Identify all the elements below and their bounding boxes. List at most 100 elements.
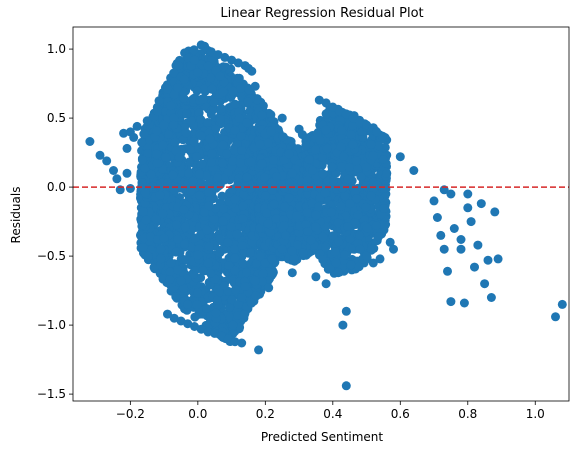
scatter-point <box>173 265 183 275</box>
dense-point <box>168 170 178 180</box>
dense-point <box>239 310 249 320</box>
dense-point <box>180 222 190 232</box>
dense-point <box>306 235 316 245</box>
dense-point <box>351 156 361 166</box>
dense-point <box>258 269 268 279</box>
dense-point <box>279 155 289 165</box>
dense-point <box>336 142 346 152</box>
dense-point <box>279 221 289 231</box>
dense-point <box>222 149 232 159</box>
dense-point <box>294 201 304 211</box>
dense-point <box>266 126 276 136</box>
y-tick-label: −0.5 <box>37 249 66 263</box>
dense-point <box>348 140 358 150</box>
dense-point <box>236 83 245 93</box>
dense-point <box>361 162 371 172</box>
dense-point <box>181 128 191 138</box>
x-tick-label: 0.2 <box>256 407 275 421</box>
dense-point <box>280 202 290 212</box>
dense-point <box>355 230 365 240</box>
dense-point <box>140 163 150 173</box>
dense-point <box>246 248 255 258</box>
dense-point <box>242 118 252 128</box>
dense-point <box>366 140 376 149</box>
x-tick-label: 1.0 <box>526 407 545 421</box>
scatter-point <box>311 272 321 282</box>
dense-point <box>196 115 206 125</box>
dense-point <box>202 225 212 235</box>
dense-point <box>343 222 353 231</box>
dense-point <box>143 251 153 261</box>
scatter-point <box>395 152 405 162</box>
dense-point <box>345 199 355 209</box>
dense-point <box>154 96 164 106</box>
scatter-point <box>129 132 139 142</box>
dense-point <box>178 135 188 145</box>
dense-point <box>206 73 216 83</box>
dense-point <box>334 237 344 247</box>
scatter-point <box>348 113 358 123</box>
dense-point <box>203 61 213 71</box>
dense-point <box>217 191 227 201</box>
scatter-point <box>409 166 419 175</box>
dense-point <box>346 130 356 139</box>
dense-point <box>252 95 262 105</box>
scatter-point <box>446 189 456 199</box>
dense-point <box>371 221 381 230</box>
y-tick-label: −1.0 <box>37 318 66 332</box>
dense-point <box>198 94 208 104</box>
scatter-point <box>260 258 270 268</box>
dense-point <box>141 215 151 225</box>
dense-point <box>226 222 236 232</box>
dense-point <box>260 191 270 201</box>
scatter-point <box>449 224 459 233</box>
scatter-point <box>250 81 260 91</box>
dense-point <box>137 137 147 147</box>
dense-point <box>186 116 196 125</box>
dense-point <box>356 172 366 182</box>
dense-point <box>225 302 234 312</box>
dense-point <box>311 222 321 232</box>
dense-point <box>224 261 234 270</box>
scatter-point <box>169 90 179 100</box>
dense-point <box>289 253 299 263</box>
scatter-point <box>341 306 351 316</box>
dense-point <box>179 205 189 214</box>
scatter-point <box>486 293 496 302</box>
scatter-point <box>190 55 199 65</box>
dense-point <box>182 109 191 119</box>
dense-point <box>230 194 240 204</box>
dense-point <box>169 120 178 130</box>
scatter-point <box>446 297 456 307</box>
scatter-points <box>85 40 567 391</box>
dense-point <box>189 137 199 147</box>
scatter-point <box>119 128 129 138</box>
scatter-point <box>233 299 243 309</box>
dense-point <box>173 234 183 244</box>
scatter-point <box>166 101 176 111</box>
dense-point <box>362 223 372 233</box>
scatter-point <box>193 68 203 77</box>
scatter-point <box>297 130 307 140</box>
dense-point <box>197 159 207 169</box>
dense-point <box>379 184 389 193</box>
dense-point <box>204 187 214 197</box>
dense-point <box>180 239 189 249</box>
dense-point <box>186 186 196 196</box>
x-tick-label: 0.6 <box>391 407 410 421</box>
scatter-point <box>459 298 469 308</box>
dense-point <box>339 152 349 161</box>
y-tick-label: 1.0 <box>47 42 66 56</box>
dense-point <box>346 260 356 270</box>
dense-point <box>340 191 350 201</box>
dense-point <box>218 140 228 150</box>
scatter-point <box>389 244 398 254</box>
dense-point <box>325 263 335 273</box>
scatter-point <box>95 150 105 160</box>
dense-point <box>344 162 354 172</box>
scatter-point <box>463 203 473 213</box>
scatter-point <box>173 83 183 93</box>
dense-point <box>298 248 308 258</box>
scatter-point <box>490 207 500 217</box>
dense-point <box>234 73 244 83</box>
